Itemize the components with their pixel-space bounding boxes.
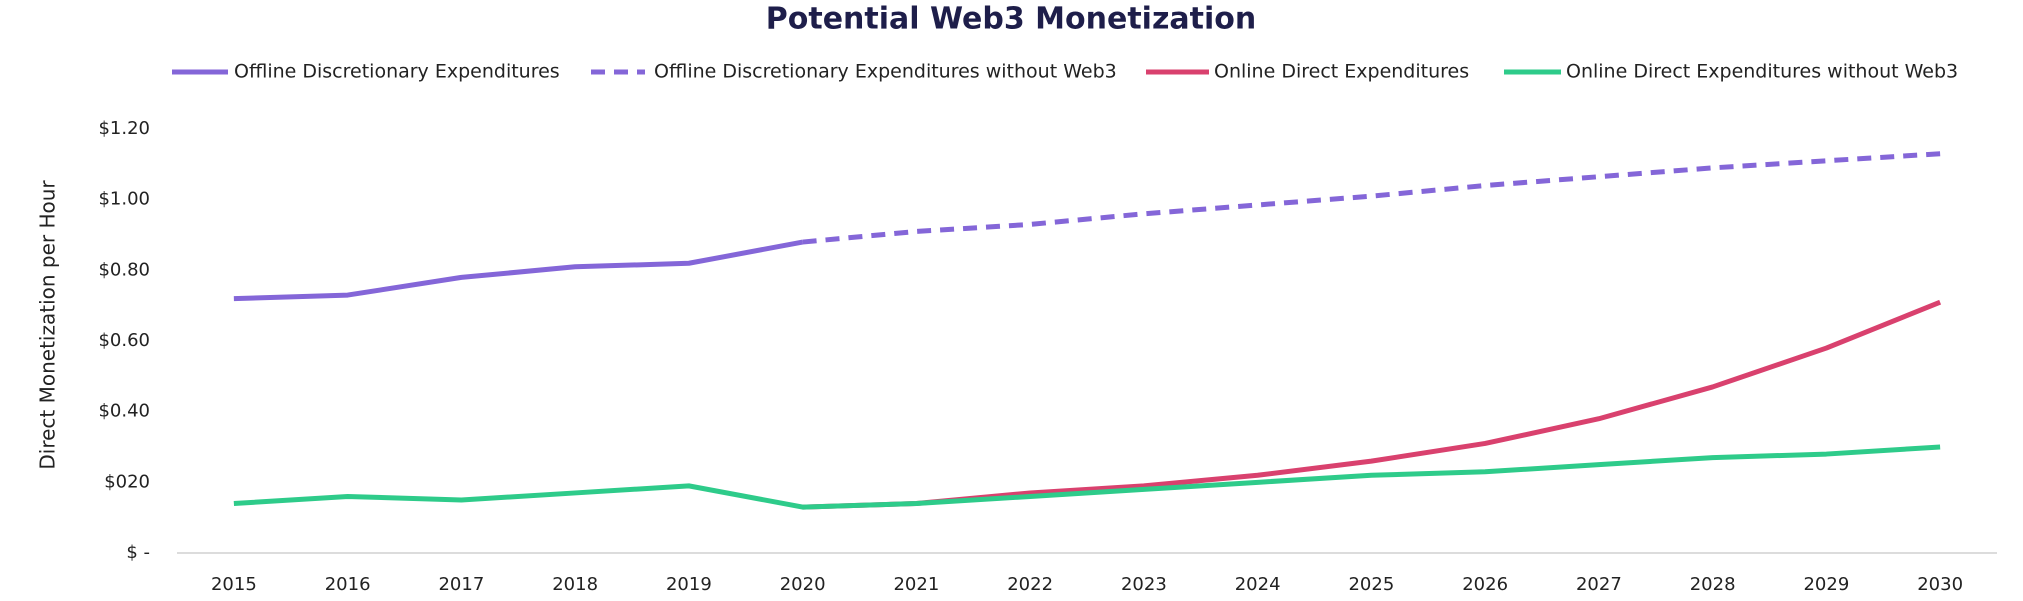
x-tick-label: 2029 bbox=[1803, 574, 1849, 595]
x-tick-label: 2017 bbox=[438, 574, 484, 595]
legend-label: Online Direct Expenditures bbox=[1214, 61, 1469, 83]
legend-label: Online Direct Expenditures without Web3 bbox=[1566, 61, 1958, 83]
y-axis-label: Direct Monetization per Hour bbox=[36, 180, 60, 470]
y-tick-label: $0.60 bbox=[98, 330, 150, 351]
y-tick-label: $1.00 bbox=[98, 189, 150, 210]
series-line bbox=[233, 444, 1941, 510]
y-tick-label: $1.20 bbox=[98, 118, 150, 139]
x-tick-label: 2027 bbox=[1576, 574, 1622, 595]
x-tick-label: 2024 bbox=[1235, 574, 1281, 595]
x-tick-label: 2023 bbox=[1121, 574, 1167, 595]
legend-label: Offline Discretionary Expenditures witho… bbox=[654, 61, 1117, 83]
x-tick-label: 2025 bbox=[1348, 574, 1394, 595]
series-line bbox=[233, 239, 804, 302]
chart-title: Potential Web3 Monetization bbox=[766, 2, 1257, 37]
x-tick-label: 2028 bbox=[1690, 574, 1736, 595]
x-tick-label: 2015 bbox=[211, 574, 257, 595]
x-tick-label: 2018 bbox=[552, 574, 598, 595]
y-tick-label: $0.80 bbox=[98, 259, 150, 280]
x-tick-label: 2030 bbox=[1917, 574, 1963, 595]
y-tick-label: $ - bbox=[126, 542, 150, 563]
legend-label: Offline Discretionary Expenditures bbox=[234, 61, 560, 83]
x-tick-label: 2022 bbox=[1007, 574, 1053, 595]
x-tick-label: 2026 bbox=[1462, 574, 1508, 595]
y-tick-label: $020 bbox=[104, 471, 150, 492]
y-tick-label: $0.40 bbox=[98, 401, 150, 422]
x-tick-label: 2021 bbox=[893, 574, 939, 595]
x-tick-label: 2016 bbox=[325, 574, 371, 595]
x-tick-label: 2020 bbox=[780, 574, 826, 595]
x-tick-label: 2019 bbox=[666, 574, 712, 595]
series-line bbox=[802, 151, 1941, 245]
